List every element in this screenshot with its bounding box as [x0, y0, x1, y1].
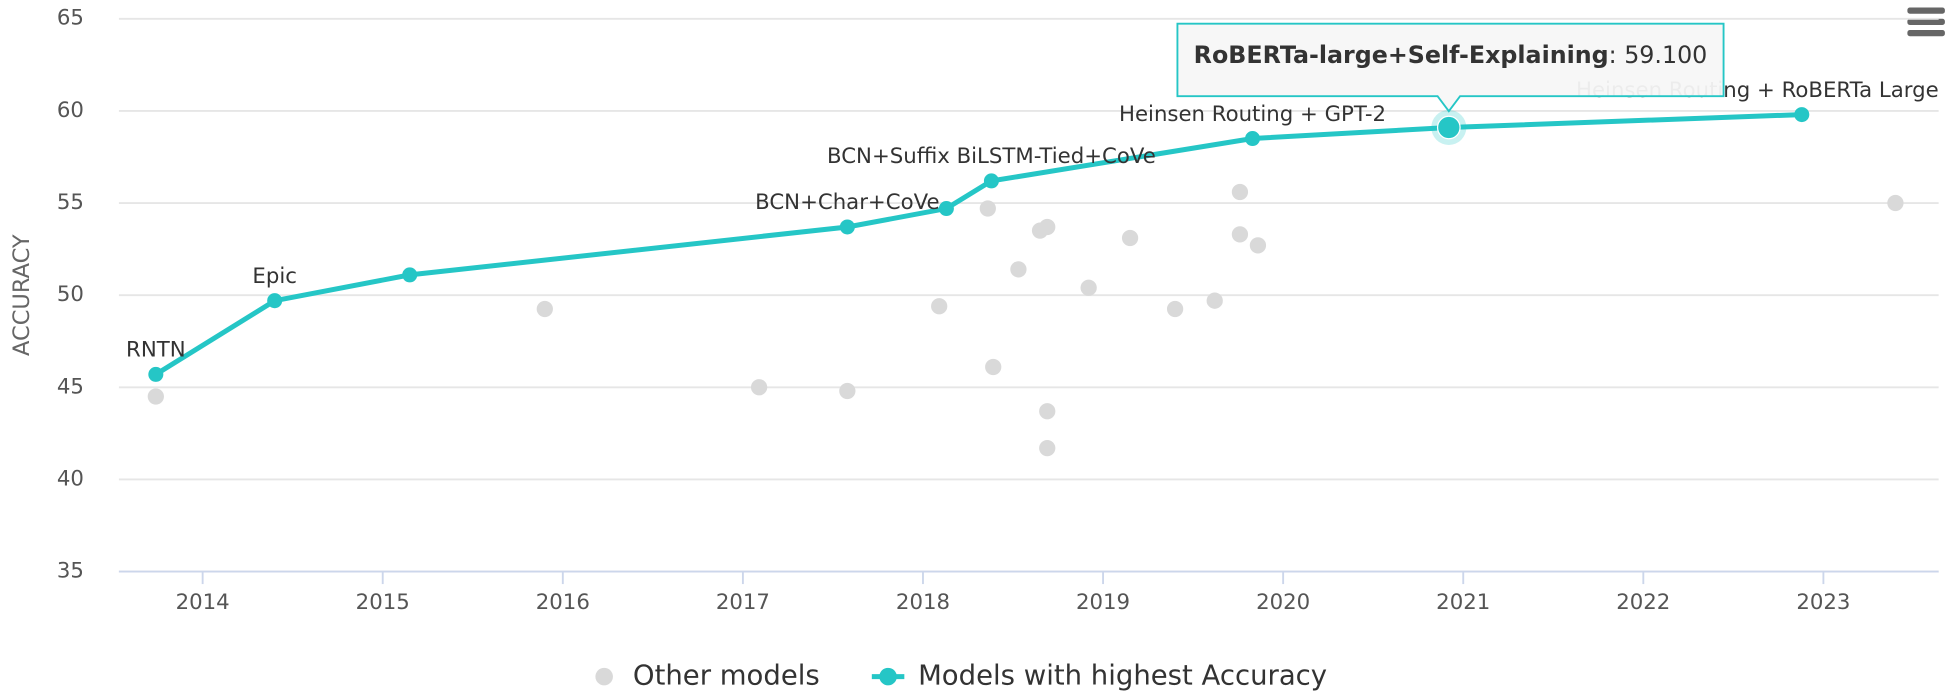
- scatter-point: [1039, 439, 1056, 457]
- line-point: [1794, 107, 1810, 123]
- data-label: Epic: [252, 264, 297, 289]
- scatter-point: [1010, 261, 1027, 278]
- line-point: [402, 267, 418, 283]
- scatter-point: [839, 382, 856, 400]
- y-tick-label: 55: [57, 190, 84, 215]
- x-tick-label: 2020: [1256, 590, 1310, 615]
- legend-label: Other models: [633, 660, 820, 691]
- legend-marker: [595, 667, 613, 686]
- x-tick-label: 2016: [536, 590, 590, 615]
- scatter-point: [1249, 237, 1267, 254]
- line-point: [148, 366, 164, 382]
- menu-bar: [1907, 7, 1945, 14]
- scatter-point: [750, 379, 768, 396]
- scatter-point: [1039, 218, 1056, 236]
- line-point: [1245, 131, 1261, 147]
- data-label: Heinsen Routing + GPT-2: [1119, 102, 1386, 127]
- data-label: BCN+Char+CoVe: [755, 190, 939, 215]
- scatter-point: [1166, 300, 1184, 318]
- x-tick-label: 2014: [176, 590, 230, 615]
- menu-bar: [1907, 30, 1945, 37]
- y-axis-label: ACCURACY: [9, 234, 35, 356]
- scatter-point: [931, 298, 948, 315]
- tooltip-text: RoBERTa-large+Self-Explaining: 59.100: [1194, 41, 1708, 69]
- data-label: BCN+Suffix BiLSTM-Tied+CoVe: [827, 144, 1156, 169]
- scatter-point: [1887, 194, 1904, 212]
- x-tick-label: 2021: [1436, 590, 1490, 615]
- y-tick-label: 50: [57, 282, 84, 307]
- x-tick-label: 2018: [896, 590, 950, 615]
- legend-label: Models with highest Accuracy: [918, 660, 1327, 691]
- x-tick-label: 2023: [1796, 590, 1850, 615]
- y-tick-label: 65: [57, 6, 84, 31]
- line-point: [267, 293, 283, 309]
- menu-bar: [1907, 18, 1945, 26]
- x-tick-label: 2017: [716, 590, 770, 615]
- y-tick-label: 40: [57, 466, 84, 491]
- y-tick-label: 60: [57, 98, 84, 123]
- y-tick-label: 35: [57, 559, 84, 584]
- line-point: [983, 173, 999, 189]
- legend: Other models Models with highest Accuracy: [595, 660, 1327, 691]
- x-tick-label: 2022: [1616, 590, 1670, 615]
- scatter-point: [1206, 292, 1223, 309]
- tooltip-box: [1176, 22, 1725, 113]
- tooltip: RoBERTa-large+Self-Explaining: 59.100: [1176, 22, 1725, 113]
- data-label: RNTN: [126, 338, 186, 363]
- y-tick-label: 45: [57, 374, 84, 399]
- scatter-point: [1039, 403, 1056, 420]
- legend-marker: [879, 667, 897, 686]
- scatter-point: [1080, 279, 1097, 296]
- menu-icon[interactable]: [1907, 7, 1945, 37]
- tooltip-name: RoBERTa-large+Self-Explaining: [1194, 41, 1609, 69]
- scatter-point: [147, 388, 164, 405]
- line-point: [839, 219, 855, 235]
- scatter-point: [1231, 183, 1249, 201]
- line-point: [1436, 115, 1461, 140]
- scatter-point: [1231, 226, 1249, 243]
- x-tick-label: 2015: [356, 590, 410, 615]
- scatter-point: [979, 200, 996, 217]
- scatter-point: [536, 300, 553, 318]
- scatter-point: [1121, 229, 1139, 247]
- grid: [118, 17, 1939, 573]
- tooltip-separator: :: [1609, 41, 1617, 69]
- line-point: [938, 201, 954, 217]
- x-tick-label: 2019: [1076, 590, 1130, 615]
- scatter-point: [985, 358, 1002, 376]
- tooltip-value: 59.100: [1624, 41, 1707, 69]
